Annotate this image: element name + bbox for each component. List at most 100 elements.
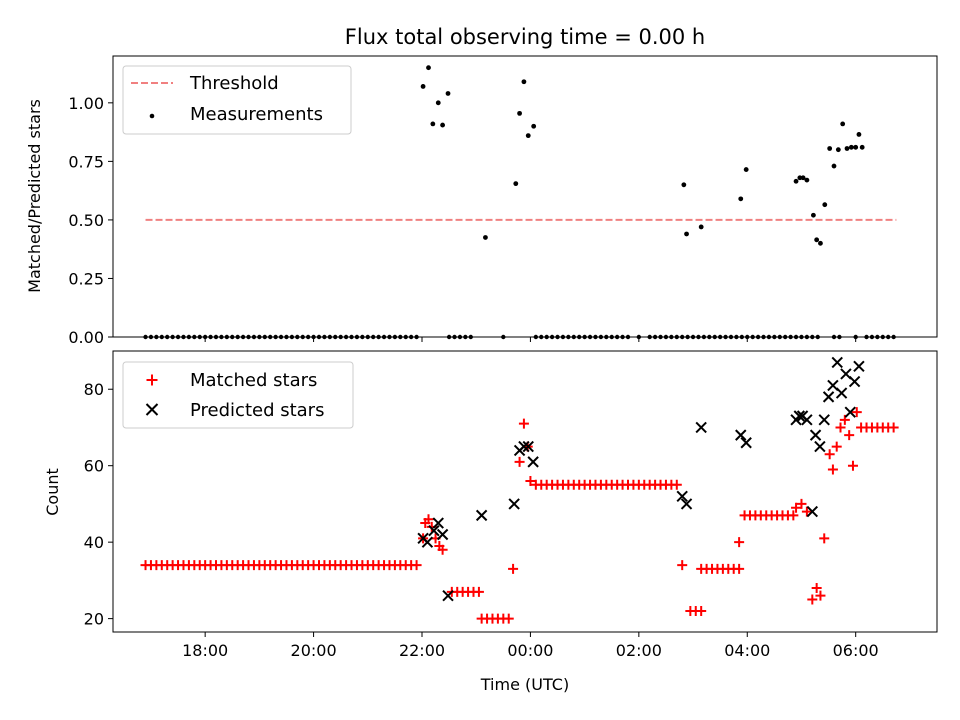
measurement-point <box>814 237 820 243</box>
matched-star-point <box>473 586 484 597</box>
matched-star-point <box>847 460 858 471</box>
measurement-point <box>213 334 219 340</box>
matched-star-point <box>677 560 688 571</box>
matched-star-point <box>844 430 855 441</box>
measurement-point <box>652 334 658 340</box>
measurement-point <box>268 334 273 340</box>
measurement-point <box>420 84 426 89</box>
measurement-point <box>240 334 246 340</box>
measurement-point <box>853 144 859 150</box>
measurement-point <box>295 334 300 340</box>
measurement-point <box>224 334 230 340</box>
measurement-point <box>192 334 197 340</box>
top-y-tick-label: 0.25 <box>68 269 104 288</box>
predicted-star-point <box>853 360 865 373</box>
measurement-point <box>856 132 862 137</box>
measurement-point <box>593 334 598 340</box>
legend-matched-label: Matched stars <box>190 370 317 391</box>
matched-star-point <box>815 590 826 601</box>
measurement-point <box>360 334 365 340</box>
measurement-point <box>333 334 338 340</box>
predicted-star-point <box>527 456 539 468</box>
measurement-point <box>159 334 164 340</box>
measurement-point <box>571 334 576 340</box>
measurement-point <box>445 91 451 96</box>
measurement-point <box>886 334 891 340</box>
predicted-star-point <box>740 437 752 449</box>
measurement-point <box>577 334 582 340</box>
measurement-point <box>844 146 850 151</box>
matched-star-point <box>696 605 707 616</box>
measurement-point <box>398 334 403 340</box>
predicted-star-point <box>695 421 707 434</box>
measurement-point <box>772 334 777 340</box>
legend-predicted-swatch <box>145 403 159 416</box>
predicted-star-point <box>848 375 861 388</box>
measurement-point <box>658 334 663 340</box>
measurement-point <box>875 334 880 340</box>
measurement-point <box>680 334 685 340</box>
matched-star-point <box>788 510 799 521</box>
measurement-point <box>891 334 896 340</box>
bottom-y-tick-label: 80 <box>84 380 104 399</box>
measurement-point <box>354 334 360 340</box>
measurement-point <box>186 334 192 340</box>
measurement-point <box>835 147 841 153</box>
measurement-point <box>513 181 519 187</box>
measurement-point <box>446 334 452 340</box>
measurement-point <box>837 334 842 340</box>
measurement-point <box>517 110 522 116</box>
measurement-point <box>544 334 549 340</box>
bottom-x-tick-label: 20:00 <box>291 641 337 660</box>
predicted-star-point <box>844 406 856 418</box>
measurement-point <box>175 334 181 340</box>
matched-star-point <box>525 475 536 486</box>
matched-star-point <box>503 613 514 624</box>
measurement-point <box>669 334 674 340</box>
matched-star-point <box>851 407 862 418</box>
matched-star-point <box>801 506 812 517</box>
measurement-point <box>620 334 625 340</box>
bottom-legend-box <box>122 361 354 429</box>
bottom-y-tick-label: 40 <box>84 533 104 552</box>
measurement-point <box>311 334 316 340</box>
top-y-tick-label: 0.50 <box>68 211 104 230</box>
measurement-point <box>273 334 278 340</box>
measurement-point <box>810 334 815 340</box>
measurement-point <box>521 79 527 85</box>
bottom-y-axis-label: Count <box>43 468 62 516</box>
bottom-y-tick-label: 60 <box>84 457 104 476</box>
top-y-tick-label: 0.75 <box>68 152 104 171</box>
matched-star-point <box>888 422 899 433</box>
measurement-point <box>738 196 744 202</box>
measurement-point <box>197 334 202 340</box>
matched-star-point <box>811 583 822 594</box>
measurement-point <box>734 334 739 340</box>
predicted-star-point <box>822 391 835 403</box>
predicted-star-point <box>814 440 826 453</box>
predicted-star-point <box>831 356 843 369</box>
measurement-point <box>745 334 750 340</box>
measurement-point <box>531 123 537 129</box>
predicted-star-point <box>442 589 454 602</box>
measurement-point <box>859 144 865 150</box>
measurement-point <box>604 334 609 340</box>
matched-star-point <box>791 502 802 513</box>
measurement-point <box>696 334 701 340</box>
measurement-point <box>831 163 837 169</box>
measurement-point <box>338 334 343 340</box>
top-legend: Threshold Measurements <box>122 65 352 135</box>
matched-star-point <box>831 441 842 452</box>
bottom-y-tick-label: 20 <box>84 610 104 629</box>
measurement-point <box>827 146 833 151</box>
measurement-point <box>555 334 560 340</box>
top-y-tick-label: 1.00 <box>68 94 104 113</box>
measurement-point <box>430 121 436 127</box>
measurement-point <box>614 334 620 340</box>
measurement-point <box>376 334 381 340</box>
predicted-star-point <box>735 429 747 441</box>
measurement-point <box>463 334 468 340</box>
measurement-point <box>728 334 734 340</box>
measurement-point <box>327 334 333 340</box>
measurement-point <box>365 334 370 340</box>
